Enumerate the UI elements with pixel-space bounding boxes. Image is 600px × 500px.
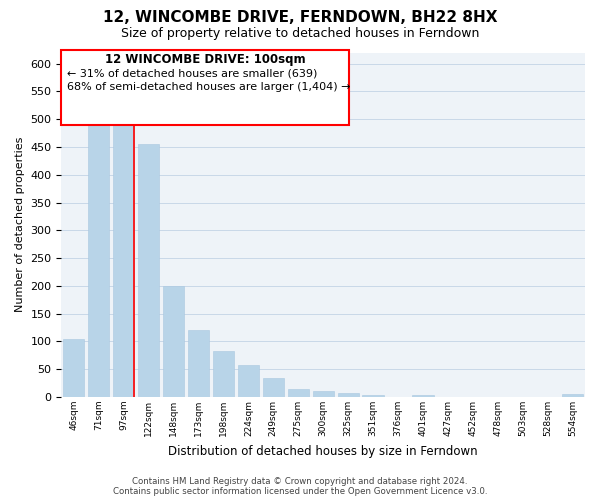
Bar (138, 144, 159, 397)
Bar (113, 124, 134, 397)
Text: 12, WINCOMBE DRIVE, FERNDOWN, BH22 8HX: 12, WINCOMBE DRIVE, FERNDOWN, BH22 8HX (103, 10, 497, 25)
Bar (88, 124, 109, 397)
Text: Contains public sector information licensed under the Open Government Licence v3: Contains public sector information licen… (113, 487, 487, 496)
Bar (213, 352, 234, 397)
Bar (338, 393, 359, 397)
Bar (163, 286, 184, 397)
Bar (362, 396, 383, 397)
Bar (562, 394, 583, 397)
Text: Contains HM Land Registry data © Crown copyright and database right 2024.: Contains HM Land Registry data © Crown c… (132, 477, 468, 486)
Bar (238, 366, 259, 397)
Bar (263, 378, 284, 397)
Text: 68% of semi-detached houses are larger (1,404) →: 68% of semi-detached houses are larger (… (67, 82, 351, 92)
Bar (188, 330, 209, 397)
Bar (63, 338, 85, 397)
Text: ← 31% of detached houses are smaller (639): ← 31% of detached houses are smaller (63… (67, 68, 318, 78)
Y-axis label: Number of detached properties: Number of detached properties (15, 137, 25, 312)
Bar (287, 388, 309, 397)
Bar (313, 392, 334, 397)
Text: 12 WINCOMBE DRIVE: 100sqm: 12 WINCOMBE DRIVE: 100sqm (105, 52, 306, 66)
Text: Size of property relative to detached houses in Ferndown: Size of property relative to detached ho… (121, 28, 479, 40)
Bar (412, 396, 434, 397)
X-axis label: Distribution of detached houses by size in Ferndown: Distribution of detached houses by size … (169, 444, 478, 458)
